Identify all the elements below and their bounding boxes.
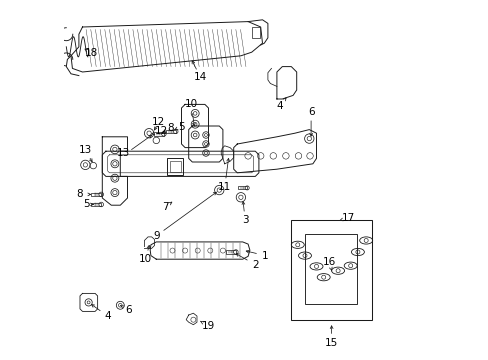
Text: 13: 13: [79, 145, 92, 156]
Text: 15: 15: [325, 338, 338, 348]
Text: 4: 4: [104, 311, 111, 321]
Text: 8: 8: [77, 189, 83, 199]
Text: 16: 16: [322, 257, 335, 267]
Text: 9: 9: [153, 231, 159, 241]
Text: 2: 2: [251, 260, 258, 270]
Text: 17: 17: [341, 213, 354, 223]
Text: 12: 12: [152, 117, 165, 127]
Bar: [305, 234, 356, 304]
Text: 6: 6: [125, 305, 132, 315]
Text: 12: 12: [155, 126, 168, 136]
Text: 1: 1: [262, 251, 268, 261]
Text: 10: 10: [139, 254, 152, 264]
Text: 13: 13: [117, 148, 130, 158]
Text: 3: 3: [242, 215, 248, 225]
Text: 7: 7: [162, 202, 168, 212]
Bar: [169, 161, 181, 172]
Text: 10: 10: [184, 99, 197, 109]
Text: 8: 8: [167, 123, 174, 133]
Text: 6: 6: [307, 107, 314, 117]
Bar: [167, 158, 183, 175]
Text: 4: 4: [276, 101, 282, 111]
Bar: [252, 27, 259, 38]
Text: 5: 5: [82, 199, 89, 210]
Bar: [291, 220, 371, 320]
Text: 19: 19: [202, 321, 215, 331]
Text: 14: 14: [194, 72, 207, 82]
Text: 11: 11: [218, 182, 231, 192]
Text: 18: 18: [85, 48, 98, 58]
Text: 5: 5: [178, 122, 184, 132]
